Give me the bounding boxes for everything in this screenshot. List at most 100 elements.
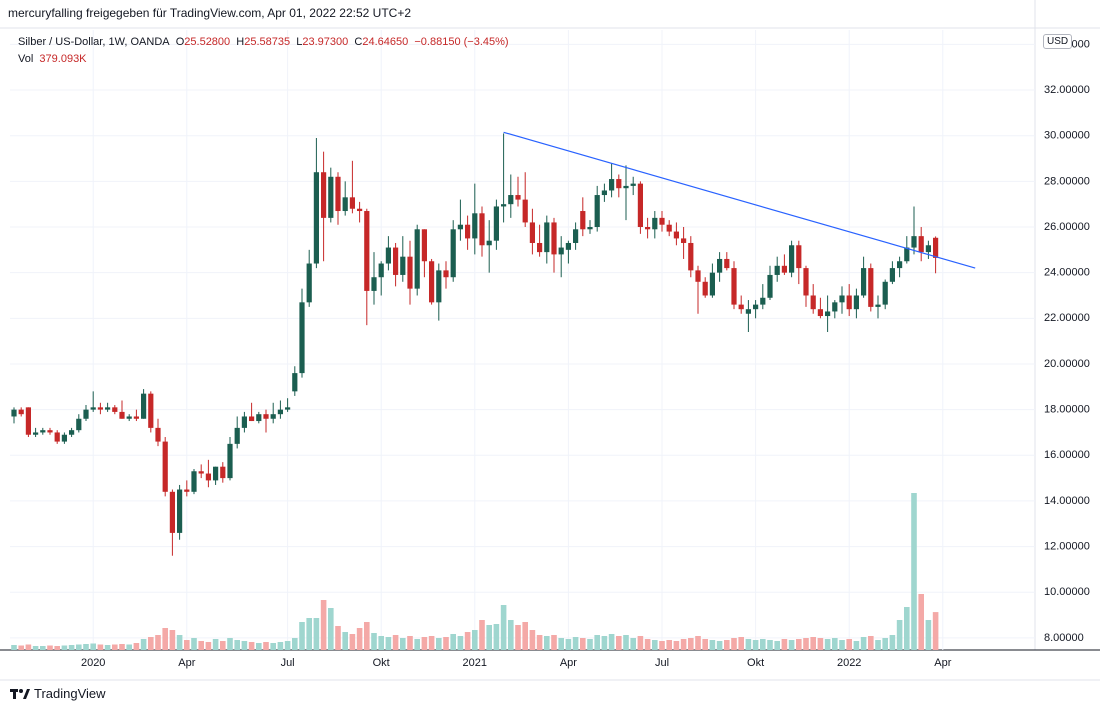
y-tick-label: 20.00000 bbox=[1044, 358, 1090, 370]
volume-bar bbox=[256, 643, 262, 650]
volume-bar bbox=[551, 635, 557, 650]
volume-bar bbox=[724, 640, 730, 650]
candle-body bbox=[889, 268, 895, 282]
volume-bar bbox=[601, 636, 608, 650]
candle-body bbox=[717, 258, 723, 273]
candle-body bbox=[126, 416, 132, 419]
candle-body bbox=[515, 195, 521, 200]
volume-bar bbox=[18, 645, 24, 650]
y-tick-label: 32.00000 bbox=[1044, 84, 1090, 96]
volume-bar bbox=[472, 630, 478, 650]
candle-body bbox=[897, 261, 903, 269]
volume-bar bbox=[428, 636, 435, 650]
volume-bar bbox=[932, 612, 939, 650]
volume-bar bbox=[407, 636, 413, 650]
candle-body bbox=[76, 418, 82, 431]
candle-body bbox=[285, 407, 291, 410]
candle-body bbox=[105, 407, 111, 410]
candle-body bbox=[155, 427, 161, 442]
candle-body bbox=[11, 409, 17, 417]
volume-bar bbox=[342, 632, 348, 650]
candle-body bbox=[868, 268, 874, 307]
candle-body bbox=[623, 185, 629, 189]
candle-body bbox=[810, 295, 816, 310]
candle-body bbox=[846, 295, 852, 310]
volume-bar bbox=[695, 636, 701, 650]
brand: TradingView bbox=[34, 686, 106, 701]
volume-bar bbox=[385, 637, 392, 650]
volume-bar bbox=[392, 635, 399, 650]
candle-body bbox=[429, 261, 435, 303]
candle-body bbox=[904, 247, 910, 262]
candle-body bbox=[767, 274, 773, 298]
volume-bar bbox=[608, 634, 615, 650]
volume-bar bbox=[745, 639, 752, 650]
candle-body bbox=[299, 302, 305, 374]
volume-bar bbox=[760, 639, 766, 650]
candle-body bbox=[853, 295, 859, 310]
candle-body bbox=[227, 443, 233, 479]
candle-body bbox=[616, 179, 622, 189]
volume-bar bbox=[738, 637, 744, 650]
volume-bar bbox=[832, 638, 838, 650]
volume-bar bbox=[796, 639, 802, 650]
volume-bar bbox=[889, 635, 896, 650]
candle-body bbox=[385, 247, 391, 264]
candle-body bbox=[501, 204, 507, 207]
currency-badge[interactable]: USD bbox=[1043, 34, 1073, 49]
volume-bar bbox=[205, 642, 212, 650]
candle-body bbox=[436, 270, 442, 303]
candle-body bbox=[911, 236, 917, 248]
candle-body bbox=[69, 430, 75, 435]
volume-bar bbox=[76, 644, 82, 650]
x-tick-label: Okt bbox=[373, 657, 390, 669]
volume-bar bbox=[104, 645, 111, 650]
volume-bar bbox=[162, 628, 168, 650]
trendline bbox=[503, 131, 976, 269]
volume-bar bbox=[97, 644, 104, 650]
volume-bar bbox=[896, 620, 903, 650]
volume-bar bbox=[320, 600, 327, 650]
candle-body bbox=[594, 195, 600, 228]
y-tick-label: 22.00000 bbox=[1044, 312, 1090, 324]
volume-bar bbox=[40, 646, 46, 650]
candle-body bbox=[371, 277, 377, 291]
volume-bar bbox=[112, 644, 118, 650]
candle-body bbox=[537, 242, 543, 253]
candle-body bbox=[673, 231, 679, 239]
vol-row: Vol 379.093K bbox=[18, 51, 509, 68]
volume-bar bbox=[349, 634, 356, 650]
volume-bar bbox=[680, 639, 687, 650]
candle-body bbox=[637, 183, 643, 228]
volume-bar bbox=[212, 639, 219, 650]
l-value: 23.97300 bbox=[302, 36, 349, 48]
volume-bar bbox=[594, 635, 600, 650]
volume-bar bbox=[788, 640, 795, 650]
candle-body bbox=[97, 407, 103, 410]
candle-body bbox=[659, 217, 665, 225]
volume-bar bbox=[119, 644, 125, 650]
candle-body bbox=[587, 227, 593, 230]
candle-body bbox=[933, 237, 939, 258]
candle-body bbox=[364, 211, 370, 291]
h-label: H bbox=[236, 36, 245, 48]
volume-bar bbox=[364, 622, 370, 650]
x-tick-label: Apr bbox=[178, 657, 195, 669]
c-label: C bbox=[354, 36, 363, 48]
candle-body bbox=[61, 434, 67, 442]
volume-bar bbox=[457, 636, 464, 650]
candle-body bbox=[609, 179, 615, 191]
volume-bar bbox=[500, 605, 507, 650]
candle-body bbox=[148, 393, 154, 428]
volume-bar bbox=[587, 639, 593, 650]
x-tick-label: Jul bbox=[281, 657, 295, 669]
candle-body bbox=[321, 172, 327, 218]
candle-body bbox=[825, 311, 831, 317]
o-value: 25.52800 bbox=[184, 36, 231, 48]
volume-bar bbox=[248, 642, 255, 650]
volume-bar bbox=[191, 638, 197, 650]
x-tick-label: 2020 bbox=[81, 657, 105, 669]
volume-bar bbox=[522, 622, 528, 650]
volume-bar bbox=[493, 624, 500, 650]
volume-bar bbox=[630, 638, 636, 650]
